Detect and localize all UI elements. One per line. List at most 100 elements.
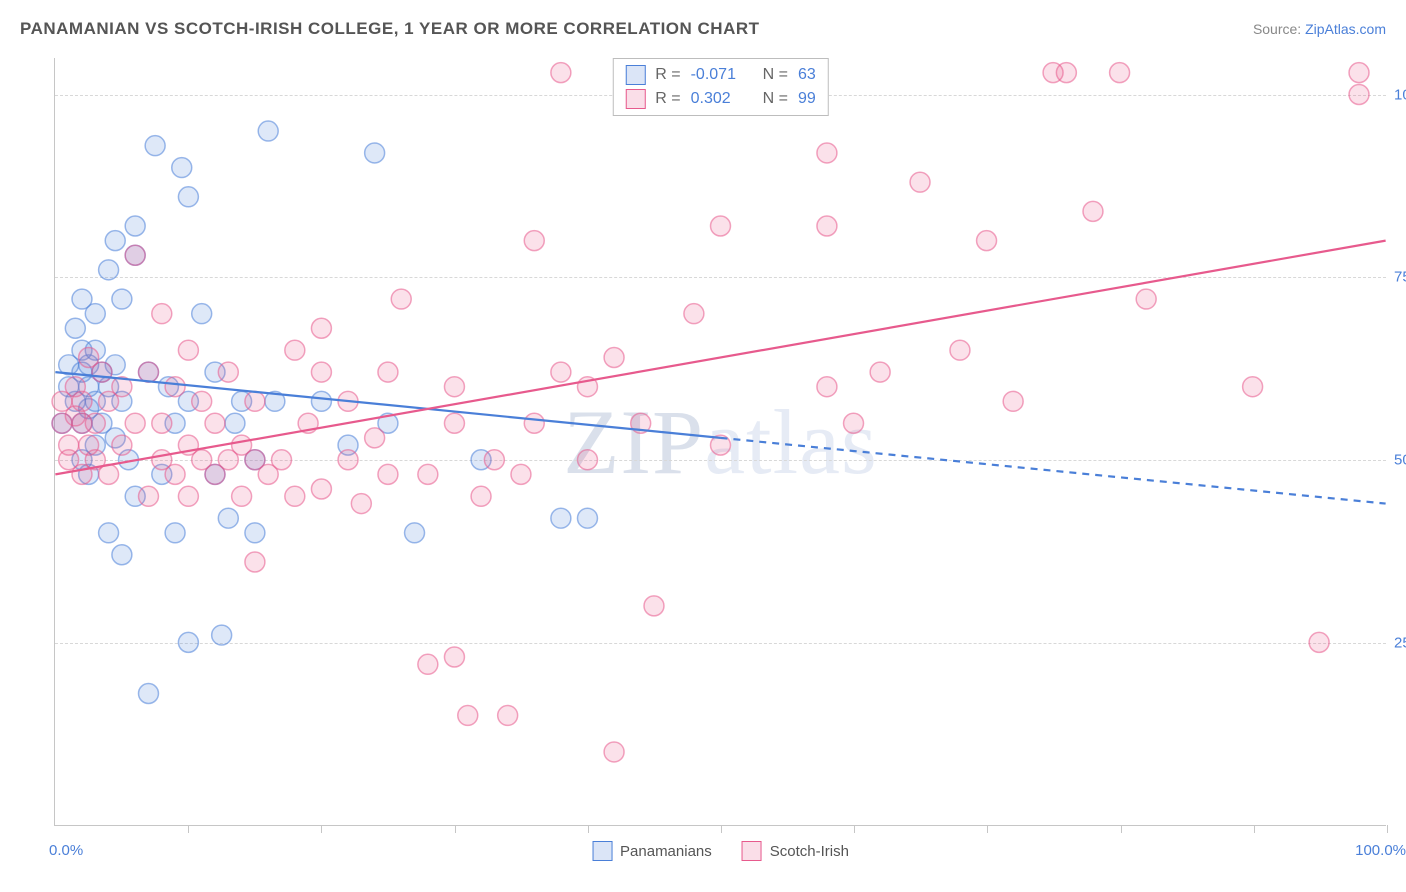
data-point: [138, 684, 158, 704]
data-point: [1309, 632, 1329, 652]
data-point: [205, 413, 225, 433]
data-point: [178, 187, 198, 207]
data-point: [245, 523, 265, 543]
data-point: [112, 435, 132, 455]
y-tick-label: 75.0%: [1394, 269, 1406, 286]
data-point: [1003, 391, 1023, 411]
data-point: [311, 318, 331, 338]
data-point: [138, 486, 158, 506]
data-point: [524, 413, 544, 433]
source-link[interactable]: ZipAtlas.com: [1305, 21, 1386, 37]
y-tick-label: 100.0%: [1394, 86, 1406, 103]
data-point: [152, 304, 172, 324]
data-point: [172, 158, 192, 178]
data-point: [365, 428, 385, 448]
legend-swatch: [592, 841, 612, 861]
y-tick-label: 50.0%: [1394, 452, 1406, 469]
source-label: Source: ZipAtlas.com: [1253, 21, 1386, 37]
data-point: [950, 340, 970, 360]
data-point: [817, 216, 837, 236]
x-tick: [854, 825, 855, 833]
data-point: [391, 289, 411, 309]
x-tick: [588, 825, 589, 833]
data-point: [338, 450, 358, 470]
data-point: [418, 654, 438, 674]
data-point: [604, 742, 624, 762]
data-point: [125, 245, 145, 265]
data-point: [378, 362, 398, 382]
data-point: [152, 413, 172, 433]
data-point: [178, 632, 198, 652]
data-point: [285, 486, 305, 506]
data-point: [145, 136, 165, 156]
data-point: [311, 479, 331, 499]
data-point: [1349, 85, 1369, 105]
data-point: [977, 231, 997, 251]
data-point: [72, 391, 92, 411]
data-point: [311, 391, 331, 411]
data-point: [99, 523, 119, 543]
data-point: [1056, 63, 1076, 83]
legend-item: Panamanians: [592, 841, 712, 861]
series-legend: Panamanians Scotch-Irish: [592, 841, 849, 861]
data-point: [604, 348, 624, 368]
legend-n-value: 99: [798, 90, 816, 108]
legend-n-value: 63: [798, 66, 816, 84]
x-tick: [455, 825, 456, 833]
title-bar: PANAMANIAN VS SCOTCH-IRISH COLLEGE, 1 YE…: [20, 14, 1386, 44]
data-point: [365, 143, 385, 163]
data-point: [125, 216, 145, 236]
data-point: [1136, 289, 1156, 309]
data-point: [245, 552, 265, 572]
x-tick: [1121, 825, 1122, 833]
y-tick-label: 25.0%: [1394, 635, 1406, 652]
data-point: [817, 143, 837, 163]
legend-swatch: [625, 65, 645, 85]
data-point: [444, 413, 464, 433]
data-point: [644, 596, 664, 616]
data-point: [1243, 377, 1263, 397]
data-point: [577, 508, 597, 528]
data-point: [418, 464, 438, 484]
data-point: [285, 340, 305, 360]
data-point: [684, 304, 704, 324]
legend-r-label: R =: [655, 90, 680, 108]
data-point: [225, 413, 245, 433]
legend-row: R =-0.071N =63: [625, 65, 815, 85]
legend-label: Scotch-Irish: [770, 843, 849, 860]
data-point: [178, 486, 198, 506]
regression-line-dashed: [721, 438, 1386, 504]
data-point: [112, 289, 132, 309]
data-point: [218, 362, 238, 382]
legend-label: Panamanians: [620, 843, 712, 860]
x-tick: [188, 825, 189, 833]
data-point: [85, 413, 105, 433]
scatter-svg: [55, 58, 1386, 825]
legend-r-value: 0.302: [691, 90, 753, 108]
data-point: [351, 494, 371, 514]
data-point: [165, 377, 185, 397]
plot-area: ZIPatlas R =-0.071N =63R =0.302N =99 25.…: [54, 58, 1386, 826]
legend-swatch: [625, 89, 645, 109]
legend-row: R =0.302N =99: [625, 89, 815, 109]
chart-container: PANAMANIAN VS SCOTCH-IRISH COLLEGE, 1 YE…: [0, 0, 1406, 892]
data-point: [817, 377, 837, 397]
data-point: [444, 377, 464, 397]
data-point: [258, 121, 278, 141]
x-min-label: 0.0%: [49, 842, 83, 859]
data-point: [112, 545, 132, 565]
data-point: [870, 362, 890, 382]
data-point: [378, 464, 398, 484]
legend-item: Scotch-Irish: [742, 841, 849, 861]
data-point: [484, 450, 504, 470]
legend-n-label: N =: [763, 66, 788, 84]
data-point: [910, 172, 930, 192]
correlation-legend: R =-0.071N =63R =0.302N =99: [612, 58, 828, 116]
x-max-label: 100.0%: [1355, 842, 1406, 859]
data-point: [272, 450, 292, 470]
data-point: [65, 318, 85, 338]
x-tick: [987, 825, 988, 833]
data-point: [577, 450, 597, 470]
data-point: [218, 508, 238, 528]
data-point: [511, 464, 531, 484]
